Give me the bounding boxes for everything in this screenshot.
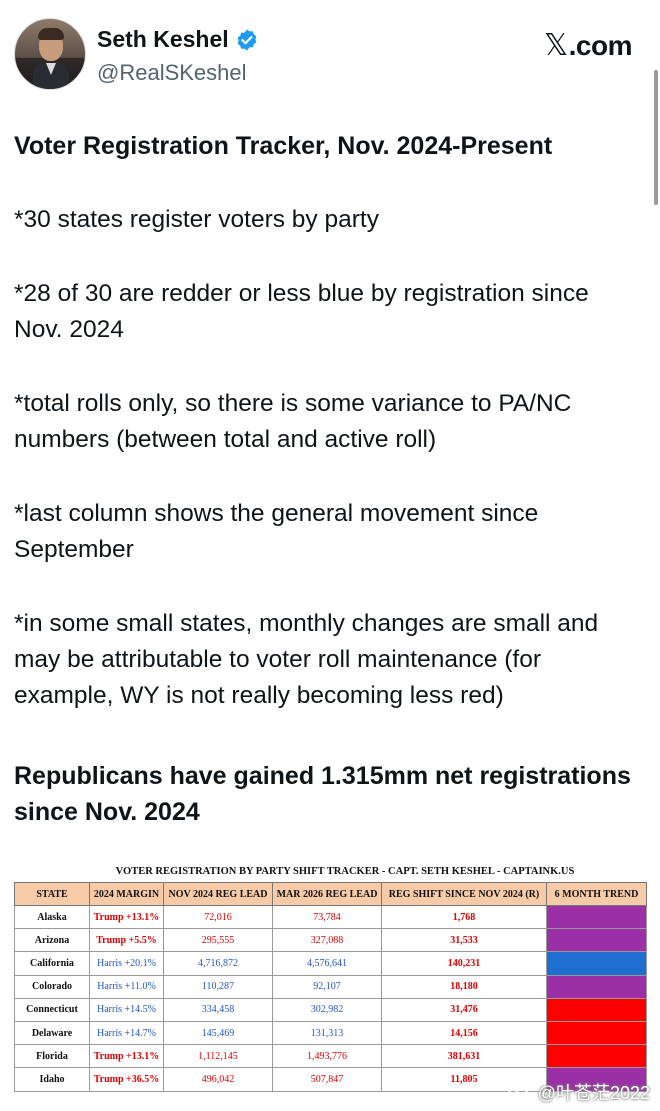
state-cell: Connecticut xyxy=(14,997,90,1022)
trend-swatch xyxy=(546,1067,647,1092)
nov-lead-cell: 1,112,145 xyxy=(163,1044,273,1069)
header-mar-lead: MAR 2026 REG LEAD xyxy=(272,882,382,906)
state-cell: California xyxy=(14,951,90,976)
table-row: Florida Trump +13.1% 1,112,145 1,493,776 381… xyxy=(14,1044,647,1069)
tweet-paragraph: *30 states register voters by party xyxy=(14,206,379,233)
shift-cell: 381,631 xyxy=(381,1044,547,1069)
shift-cell: 14,156 xyxy=(381,1020,547,1046)
header-trend: 6 MONTH TREND xyxy=(546,882,647,906)
mar-lead-cell: 73,784 xyxy=(272,904,382,930)
mar-lead-cell: 327,088 xyxy=(272,928,382,953)
x-logo-icon: 𝕏 xyxy=(543,29,568,62)
header-shift: REG SHIFT SINCE NOV 2024 (R) xyxy=(381,882,547,906)
tweet-header: Seth Keshel @RealSKeshel 𝕏 .com xyxy=(14,18,646,94)
margin-cell: Harris +14.7% xyxy=(89,1020,164,1046)
mar-lead-cell: 302,982 xyxy=(272,997,382,1022)
tweet-paragraph: *total rolls only, so there is some vari… xyxy=(14,390,572,453)
mar-lead-cell: 92,107 xyxy=(272,974,382,999)
verified-badge-icon xyxy=(237,29,257,50)
author-name-row: Seth Keshel xyxy=(97,26,259,53)
margin-cell: Trump +5.5% xyxy=(89,928,164,953)
nov-lead-cell: 496,042 xyxy=(163,1067,273,1092)
tweet-paragraph: *in some small states, monthly changes a… xyxy=(14,610,599,709)
nov-lead-cell: 110,287 xyxy=(163,974,273,999)
table-row: California Harris +20.1% 4,716,872 4,576,64… xyxy=(14,951,647,976)
mar-lead-cell: 507,847 xyxy=(272,1067,382,1092)
trend-swatch xyxy=(546,904,647,930)
mar-lead-cell: 131,313 xyxy=(272,1020,382,1046)
margin-cell: Harris +14.5% xyxy=(89,997,164,1022)
shift-cell: 140,231 xyxy=(381,951,547,976)
table-header-row: STATE 2024 MARGIN NOV 2024 REG LEAD MAR … xyxy=(14,882,647,906)
margin-cell: Trump +36.5% xyxy=(89,1067,164,1092)
nov-lead-cell: 334,458 xyxy=(163,997,273,1022)
scrollbar[interactable] xyxy=(654,70,658,205)
x-logo-suffix: .com xyxy=(568,29,633,61)
table-row: Delaware Harris +14.7% 145,469 131,313 14,15… xyxy=(14,1020,647,1046)
tweet-body: Voter Registration Tracker, Nov. 2024-Pr… xyxy=(14,128,644,826)
shift-cell: 31,476 xyxy=(381,997,547,1022)
nov-lead-cell: 145,469 xyxy=(163,1020,273,1046)
trend-swatch xyxy=(546,951,647,976)
tracker-table-image[interactable]: VOTER REGISTRATION BY PARTY SHIFT TRACKE… xyxy=(14,862,647,1102)
mar-lead-cell: 1,493,776 xyxy=(272,1044,382,1069)
table-row: Arizona Trump +5.5% 295,555 327,088 31,533 xyxy=(14,928,647,953)
trend-swatch xyxy=(546,974,647,999)
table-row: Connecticut Harris +14.5% 334,458 302,982 31… xyxy=(14,997,647,1022)
table-row: Colorado Harris +11.0% 110,287 92,107 18,180 xyxy=(14,974,647,999)
tweet-paragraph: *28 of 30 are redder or less blue by reg… xyxy=(14,280,589,343)
margin-cell: Trump +13.1% xyxy=(89,904,164,930)
header-state: STATE xyxy=(14,882,90,906)
x-logo: 𝕏 .com xyxy=(543,28,633,63)
tweet-headline: Republicans have gained 1.315mm net regi… xyxy=(14,762,631,826)
nov-lead-cell: 72,016 xyxy=(163,904,273,930)
trend-swatch xyxy=(546,1020,647,1046)
state-cell: Arizona xyxy=(14,928,90,953)
author-name[interactable]: Seth Keshel xyxy=(97,26,229,52)
mar-lead-cell: 4,576,641 xyxy=(272,951,382,976)
tweet-paragraph: *last column shows the general movement … xyxy=(14,500,539,563)
margin-cell: Trump +13.1% xyxy=(89,1044,164,1069)
watermark-text: @叶苍茫2022 xyxy=(537,1083,650,1103)
author-handle[interactable]: @RealSKeshel xyxy=(97,60,247,85)
state-cell: Idaho xyxy=(14,1067,90,1092)
state-cell: Delaware xyxy=(14,1020,90,1046)
tweet-title: Voter Registration Tracker, Nov. 2024-Pr… xyxy=(14,132,553,160)
margin-cell: Harris +11.0% xyxy=(89,974,164,999)
author-avatar[interactable] xyxy=(14,18,86,90)
nov-lead-cell: 295,555 xyxy=(163,928,273,953)
margin-cell: Harris +20.1% xyxy=(89,951,164,976)
state-cell: Alaska xyxy=(14,904,90,930)
state-cell: Florida xyxy=(14,1044,90,1069)
weibo-watermark: @叶苍茫2022 xyxy=(506,1079,650,1105)
shift-cell: 1,768 xyxy=(381,904,547,930)
table-title: VOTER REGISTRATION BY PARTY SHIFT TRACKE… xyxy=(115,866,575,877)
weibo-icon xyxy=(506,1083,532,1103)
header-margin: 2024 MARGIN xyxy=(89,882,164,906)
table-row: Alaska Trump +13.1% 72,016 73,784 1,768 xyxy=(14,904,647,930)
header-nov-lead: NOV 2024 REG LEAD xyxy=(163,882,273,906)
trend-swatch xyxy=(546,928,647,953)
shift-cell: 18,180 xyxy=(381,974,547,999)
state-cell: Colorado xyxy=(14,974,90,999)
shift-cell: 31,533 xyxy=(381,928,547,953)
tracker-table: STATE 2024 MARGIN NOV 2024 REG LEAD MAR … xyxy=(14,882,647,1092)
nov-lead-cell: 4,716,872 xyxy=(163,951,273,976)
trend-swatch xyxy=(546,997,647,1022)
trend-swatch xyxy=(546,1044,647,1069)
